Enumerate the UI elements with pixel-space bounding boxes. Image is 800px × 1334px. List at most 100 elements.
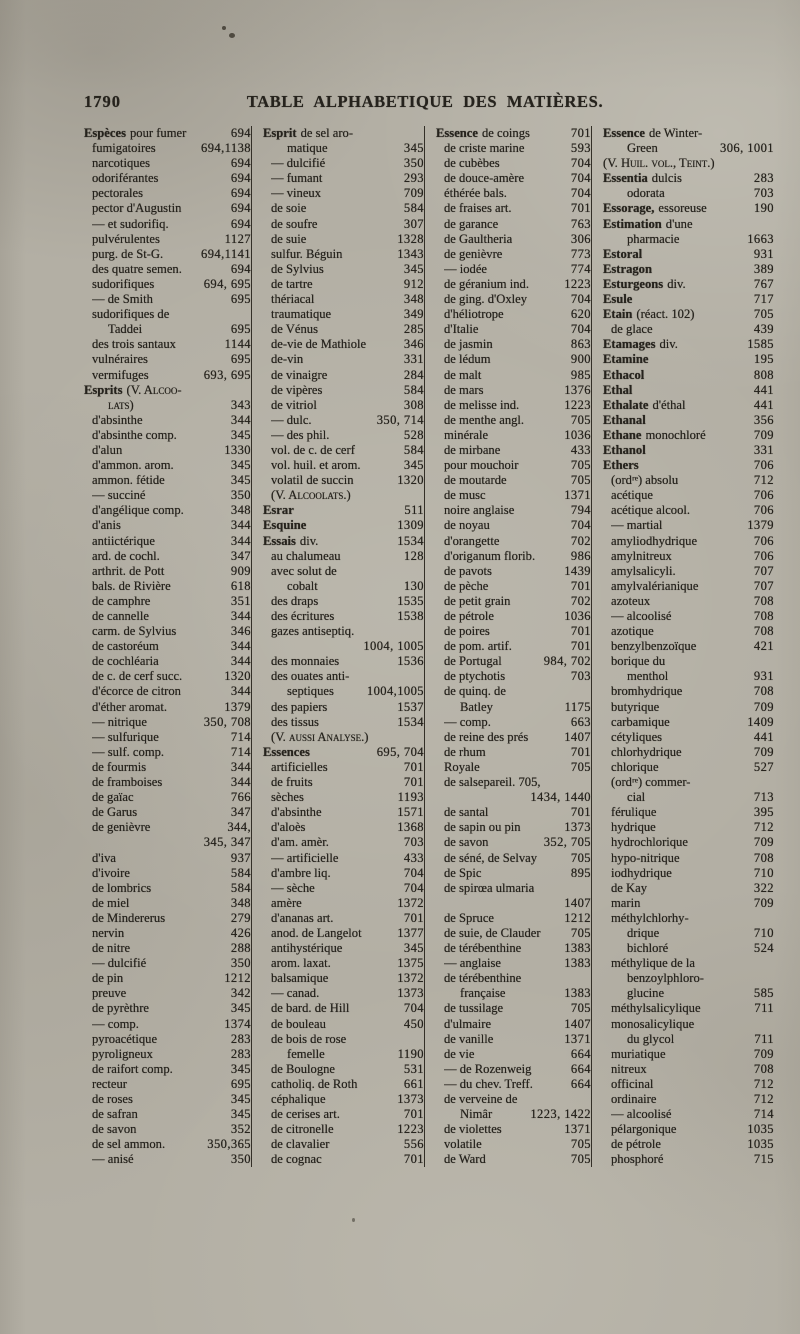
- index-entry: de ptychotis 703: [436, 669, 591, 684]
- entry-text: pyroacétique: [92, 1031, 158, 1046]
- index-entry: de Mindererus 279: [84, 911, 251, 926]
- index-entry: pyroligneux 283: [84, 1047, 251, 1062]
- index-entry: — et sudorifiq. 694: [84, 217, 251, 232]
- index-entry: Batley 1175: [436, 700, 591, 715]
- entry-page-ref: 1535: [397, 593, 424, 608]
- entry-text: drique: [627, 925, 660, 940]
- index-entry: 345, 347: [84, 835, 251, 850]
- index-entry: de vinaigre 284: [263, 368, 424, 383]
- index-entry: balsamique 1372: [263, 971, 424, 986]
- entry-page-ref: 984, 702: [543, 654, 591, 669]
- entry-page-ref: 1409: [747, 714, 774, 729]
- index-entry: de Garus 347: [84, 805, 251, 820]
- entry-text: ordinaire: [611, 1092, 657, 1106]
- index-entry: de tussilage 705: [436, 1001, 591, 1016]
- entry-page-ref: 1190: [397, 1046, 424, 1061]
- entry-text: antihystérique: [271, 941, 343, 956]
- entry-page-ref: 190: [753, 201, 774, 216]
- entry-text: amylnitreux: [611, 548, 672, 563]
- index-entry: de melisse ind. 1223: [436, 398, 591, 413]
- entry-page-ref: 584: [403, 442, 424, 457]
- index-entry: — alcoolisé 708: [603, 609, 774, 624]
- entry-text: ammon. fétide: [92, 473, 165, 488]
- entry-page-ref: 345: [230, 473, 251, 488]
- index-entry: pharmacie 1663: [603, 232, 774, 247]
- index-entry: de pavots 1439: [436, 564, 591, 579]
- entry-headword: Etamages: [603, 337, 656, 352]
- entry-page-ref: 712: [753, 820, 774, 835]
- entry-text: de fruits: [271, 775, 313, 790]
- entry-page-ref: 620: [570, 307, 591, 322]
- entry-page-ref: 528: [403, 427, 424, 442]
- entry-page-ref: 808: [753, 367, 774, 382]
- entry-text: de géranium ind.: [444, 276, 529, 291]
- entry-text: de bouleau: [271, 1016, 326, 1031]
- index-entry: de castoréum 344: [84, 639, 251, 654]
- entry-page-ref: 705: [570, 1001, 591, 1016]
- index-column-4: Essence de Winter- Green 306, 1001 (V. Huil.…: [591, 126, 774, 1168]
- index-entry: française 1383: [436, 986, 591, 1001]
- index-entry: carbamique 1409: [603, 715, 774, 730]
- entry-text: antiictérique: [92, 533, 155, 548]
- entry-text: sudorifiques: [92, 276, 155, 291]
- index-entry: de vitriol 308: [263, 398, 424, 413]
- index-entry: Ethacol 808: [603, 368, 774, 383]
- entry-text: de Garus: [92, 805, 138, 820]
- entry-text: de Winter-: [648, 126, 703, 140]
- entry-text: monochloré: [645, 427, 706, 442]
- entry-text: des tissus: [271, 714, 319, 729]
- entry-page-ref: 708: [753, 850, 774, 865]
- index-entry: d'écorce de citron 344: [84, 684, 251, 699]
- entry-headword: Ethal: [603, 382, 633, 397]
- index-entry: des tissus 1534: [263, 715, 424, 730]
- entry-page-ref: 709: [753, 835, 774, 850]
- index-entry: thériacal 348: [263, 292, 424, 307]
- index-entry: d'anis 344: [84, 518, 251, 533]
- entry-text: — sulf. comp.: [92, 744, 165, 759]
- entry-page-ref: 694: [230, 186, 251, 201]
- entry-page-ref: 1383: [564, 986, 591, 1001]
- entry-page-ref: 1371: [564, 1122, 591, 1137]
- index-entry: de spirœa ulmaria: [436, 881, 591, 896]
- entry-page-ref: 986: [570, 548, 591, 563]
- entry-page-ref: 709: [753, 699, 774, 714]
- index-entry: Essorage, essoreuse 190: [603, 201, 774, 216]
- entry-page-ref: 714: [230, 744, 251, 759]
- entry-text: d'Italie: [444, 322, 479, 337]
- entry-text: Taddei: [108, 322, 143, 337]
- entry-page-ref: 704: [570, 186, 591, 201]
- index-entry: cobalt 130: [263, 579, 424, 594]
- entry-headword: Esule: [603, 292, 633, 307]
- index-entry: d'ulmaire 1407: [436, 1017, 591, 1032]
- entry-headword: Essais: [263, 533, 296, 548]
- entry-text: amylsalicyli.: [611, 563, 676, 578]
- entry-text: de nitre: [92, 941, 131, 956]
- entry-page-ref: 694: [230, 216, 251, 231]
- entry-page-ref: 1035: [747, 1137, 774, 1152]
- index-entry: de fourmis 344: [84, 760, 251, 775]
- entry-text: pectorales: [92, 186, 144, 201]
- entry-page-ref: 708: [753, 609, 774, 623]
- entry-page-ref: 701: [403, 759, 424, 774]
- entry-page-ref: 524: [753, 941, 774, 956]
- index-entry: de poires 701: [436, 624, 591, 639]
- entry-text: Batley: [460, 699, 493, 714]
- entry-text: butyrique: [611, 699, 660, 714]
- index-entry: de mars 1376: [436, 383, 591, 398]
- entry-page-ref: 347: [230, 805, 251, 820]
- entry-text: de noyau: [444, 518, 490, 533]
- entry-page-ref: 1372: [397, 971, 424, 986]
- entry-page-ref: 705: [570, 759, 591, 774]
- entry-page-ref: 1036: [564, 427, 591, 442]
- entry-headword: Essences: [263, 744, 310, 759]
- entry-page-ref: 709: [753, 895, 774, 910]
- index-entry: de cognac 701: [263, 1152, 424, 1167]
- index-entry: d'aloès 1368: [263, 820, 424, 835]
- page-title: TABLE ALPHABETIQUE DES MATIÈRES.: [246, 92, 604, 111]
- index-entry: de soufre 307: [263, 217, 424, 232]
- index-entry: Esprits (V. Alcoo-: [84, 383, 251, 398]
- entry-text: de tussilage: [444, 1001, 504, 1016]
- entry-text: pour mouchoir: [444, 458, 519, 473]
- index-entry: d'ivoire 584: [84, 866, 251, 881]
- index-entry: Esturgeons div. 767: [603, 277, 774, 292]
